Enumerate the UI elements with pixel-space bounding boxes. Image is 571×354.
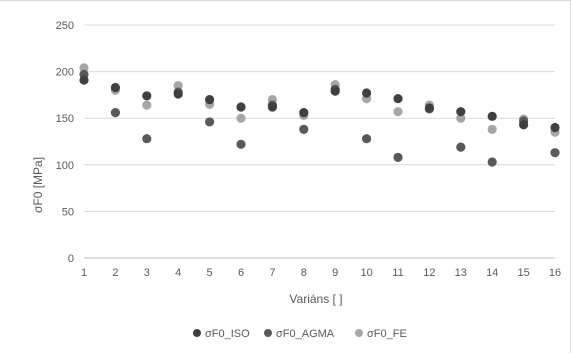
x-tick-label: 1	[81, 267, 87, 279]
y-tick-label: 250	[56, 20, 74, 32]
x-tick-label: 7	[269, 267, 275, 279]
point-f0-agma-3	[142, 134, 152, 144]
x-tick-label: 10	[360, 267, 372, 279]
point-f0-fe-1	[79, 63, 89, 73]
point-f0-iso-3	[142, 91, 152, 101]
x-tick-label: 8	[301, 267, 307, 279]
x-tick-label: 9	[332, 267, 338, 279]
point-f0-iso-2	[110, 82, 120, 93]
point-f0-agma-6	[236, 139, 246, 149]
point-f0-iso-9	[330, 86, 340, 96]
point-f0-agma-8	[299, 124, 309, 134]
legend-marker	[355, 329, 363, 337]
gridlines	[84, 24, 555, 212]
point-f0-iso-16	[550, 122, 560, 133]
x-tick-label: 5	[207, 267, 213, 279]
point-f0-agma-13	[456, 142, 466, 152]
point-f0-fe-11	[393, 107, 403, 117]
point-f0-iso-14	[487, 111, 497, 121]
y-tick-label: 0	[68, 253, 74, 265]
legend-label: σF0_AGMA	[276, 328, 335, 340]
point-f0-agma-11	[393, 152, 403, 162]
x-tick-label: 3	[144, 267, 150, 279]
point-f0-fe-13	[456, 113, 466, 123]
point-f0-iso-7	[267, 102, 277, 112]
x-tick-labels: 1 2 3 4 5 6 7 8 9 10 11 12 13 14 15 16	[81, 267, 561, 279]
point-f0-iso-1	[79, 75, 89, 85]
legend-marker	[193, 329, 201, 337]
y-tick-label: 150	[56, 113, 74, 125]
point-f0-agma-2	[110, 108, 120, 118]
y-tick-labels: 0 50 100 150 200 250	[56, 20, 74, 265]
y-tick-label: 50	[62, 206, 74, 218]
legend-marker	[264, 329, 272, 337]
y-tick-label: 200	[56, 67, 74, 79]
legend-label: σF0_ISO	[205, 328, 250, 340]
x-tick-label: 4	[175, 267, 181, 279]
point-f0-fe-14	[487, 124, 497, 134]
point-f0-iso-5	[205, 94, 215, 105]
legend-item-f0-iso: σF0_ISO	[193, 328, 250, 340]
x-tick-label: 14	[486, 267, 498, 279]
point-f0-iso-11	[393, 94, 403, 104]
point-f0-agma-10	[362, 134, 372, 144]
y-axis-title: σF0 [MPa]	[31, 157, 45, 213]
point-f0-agma-5	[205, 117, 215, 127]
point-f0-iso-15	[519, 120, 529, 130]
data-points	[79, 63, 560, 167]
x-tick-label: 11	[392, 267, 403, 279]
x-tick-label: 15	[517, 267, 529, 279]
point-f0-iso-4	[173, 89, 183, 99]
legend-item-f0-fe: σF0_FE	[355, 328, 407, 340]
point-f0-agma-16	[550, 148, 560, 158]
x-tick-label: 6	[238, 267, 244, 279]
x-tick-label: 16	[549, 267, 561, 279]
point-f0-iso-6	[236, 102, 246, 112]
point-f0-iso-8	[299, 108, 309, 118]
point-f0-fe-6	[236, 113, 246, 123]
point-f0-fe-4	[173, 80, 183, 91]
legend-item-f0-agma: σF0_AGMA	[264, 328, 335, 340]
point-f0-iso-12	[424, 103, 434, 113]
x-tick-label: 12	[423, 267, 435, 279]
x-tick-label: 13	[455, 267, 467, 279]
point-f0-fe-3	[142, 100, 152, 110]
point-f0-iso-10	[362, 88, 372, 98]
legend-label: σF0_FE	[367, 328, 407, 340]
y-tick-label: 100	[56, 160, 74, 172]
x-tick-label: 2	[112, 267, 118, 279]
point-f0-agma-14	[487, 157, 497, 167]
legend: σF0_ISO σF0_AGMA σF0_FE	[193, 328, 407, 340]
x-axis-title: Variáns [ ]	[289, 292, 342, 306]
point-f0-iso-13	[456, 107, 466, 117]
